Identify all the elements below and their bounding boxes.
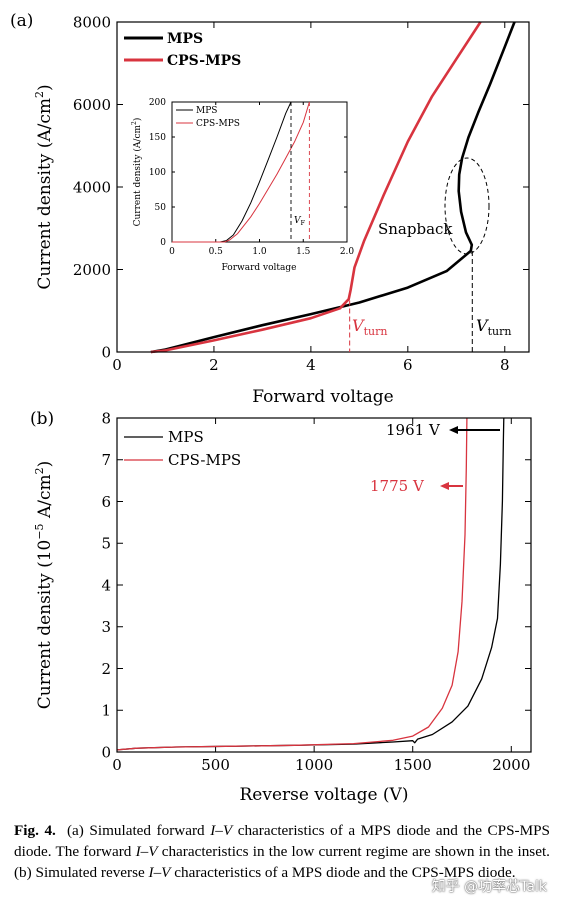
panel-a-ylabel: Current density (A/cm2) (33, 84, 55, 289)
caption-iv-1: I–V (210, 822, 233, 839)
x-tick-label: 2000 (492, 756, 530, 774)
y-tick-label: 3 (101, 618, 111, 636)
snapback-label: Snapback (378, 220, 453, 238)
y-tick-label: 2000 (73, 261, 111, 279)
y-tick-label: 8 (101, 409, 111, 427)
vf-label: VF (294, 216, 306, 227)
series-line-mps (150, 21, 516, 354)
x-tick-label: 0.5 (209, 247, 224, 257)
inset-legend-label-cps-mps: CPS-MPS (196, 119, 240, 129)
legend-label-cps-mps: CPS-MPS (167, 53, 241, 69)
legend-b-label-mps: MPS (168, 428, 204, 446)
figure-caption: Fig. 4. (a) Simulated forward I–V charac… (14, 820, 550, 883)
caption-part-1: (a) Simulated forward (66, 822, 211, 839)
inset-xlabel: Forward voltage (222, 263, 297, 273)
x-tick-label: 2.0 (340, 247, 355, 257)
y-tick-label: 150 (149, 133, 166, 143)
panel-b-legend: MPS CPS-MPS (124, 428, 241, 469)
y-tick-label: 5 (101, 535, 111, 553)
panel-a-frame (116, 21, 530, 353)
y-tick-label: 7 (101, 451, 111, 469)
series-line-cps-mps (116, 417, 468, 751)
inset-legend-label-mps: MPS (196, 106, 217, 116)
x-tick-label: 6 (403, 356, 413, 374)
legend-b-label-cps-mps: CPS-MPS (168, 451, 241, 469)
cps-breakdown-arrowhead (440, 482, 449, 490)
inset-legend: MPS CPS-MPS (176, 106, 240, 129)
inset-ylabel: Current density (A/cm2) (131, 118, 143, 227)
mps-breakdown-arrowhead (449, 426, 458, 434)
y-tick-label: 0 (101, 743, 111, 761)
panel-a-series (150, 21, 516, 354)
vturn-mps-label: Vturn (476, 316, 511, 338)
panel-b: (b) 0 500 1000 1500 2000 0 1 2 3 4 5 6 7 8 Reverse vo… (30, 409, 532, 805)
y-tick-label: 100 (149, 168, 166, 178)
series-line-cps-mps (150, 21, 482, 354)
x-tick-label: 500 (201, 756, 230, 774)
x-tick-label: 0 (169, 247, 175, 257)
x-tick-label: 8 (500, 356, 510, 374)
x-tick-label: 1.5 (296, 247, 311, 257)
panel-b-annotations: 1961 V 1775 V (370, 421, 500, 495)
inset-series (172, 101, 310, 243)
caption-iv-3: I–V (148, 864, 171, 881)
inset: 0 0.5 1.0 1.5 2.0 0 50 100 150 200 VF MPS CPS-MPS… (131, 98, 354, 273)
panel-b-ylabel: Current density (10−5 A/cm2) (33, 461, 55, 710)
x-tick-label: 2 (209, 356, 219, 374)
cps-breakdown-label: 1775 V (370, 477, 425, 495)
y-tick-label: 6 (101, 493, 111, 511)
y-tick-label: 1 (101, 702, 111, 720)
vturn-cps-label: Vturn (352, 316, 387, 338)
panel-a-legend: MPS CPS-MPS (124, 31, 241, 69)
caption-part-4: characteristics of a MPS diode and the C… (170, 864, 516, 881)
caption-part-3: characteristics in the low current regim… (14, 843, 550, 881)
x-tick-label: 1000 (295, 756, 333, 774)
x-tick-label: 4 (306, 356, 316, 374)
x-tick-label: 1.0 (252, 247, 267, 257)
x-tick-label: 1500 (394, 756, 432, 774)
series-line-mps (172, 101, 292, 243)
panel-b-frame (116, 417, 532, 753)
x-tick-label: 0 (112, 356, 122, 374)
panel-a-annotations: Snapback Vturn Vturn (349, 157, 511, 352)
caption-part-2: characteristics of a MPS diode and the C… (14, 822, 551, 860)
panel-a-ticks (116, 21, 529, 353)
legend-label-mps: MPS (167, 31, 203, 47)
mps-breakdown-label: 1961 V (386, 421, 441, 439)
y-tick-label: 0 (160, 238, 166, 248)
watermark: 知乎 @功率芯Talk (431, 879, 547, 895)
panel-a-label: (a) (10, 11, 33, 31)
panel-a-xlabel: Forward voltage (252, 387, 394, 407)
panel-b-xlabel: Reverse voltage (V) (240, 785, 409, 805)
caption-iv-2: I–V (135, 843, 158, 860)
y-tick-label: 8000 (73, 13, 111, 31)
y-tick-label: 200 (149, 98, 166, 108)
panel-b-tick-labels: 0 500 1000 1500 2000 0 1 2 3 4 5 6 7 8 (101, 409, 530, 774)
caption-fig-label: Fig. 4. (14, 822, 56, 839)
panel-b-label: (b) (30, 409, 54, 429)
panel-b-series (116, 417, 505, 751)
y-tick-label: 6000 (73, 96, 111, 114)
y-tick-label: 50 (155, 203, 167, 213)
inset-tick-labels: 0 0.5 1.0 1.5 2.0 0 50 100 150 200 (149, 98, 355, 257)
x-tick-label: 0 (112, 756, 122, 774)
y-tick-label: 4 (101, 576, 111, 594)
y-tick-label: 2 (101, 660, 111, 678)
y-tick-label: 4000 (73, 178, 111, 196)
y-tick-label: 0 (101, 343, 111, 361)
series-line-cps-mps (172, 101, 310, 243)
snapback-ellipse (444, 157, 490, 255)
